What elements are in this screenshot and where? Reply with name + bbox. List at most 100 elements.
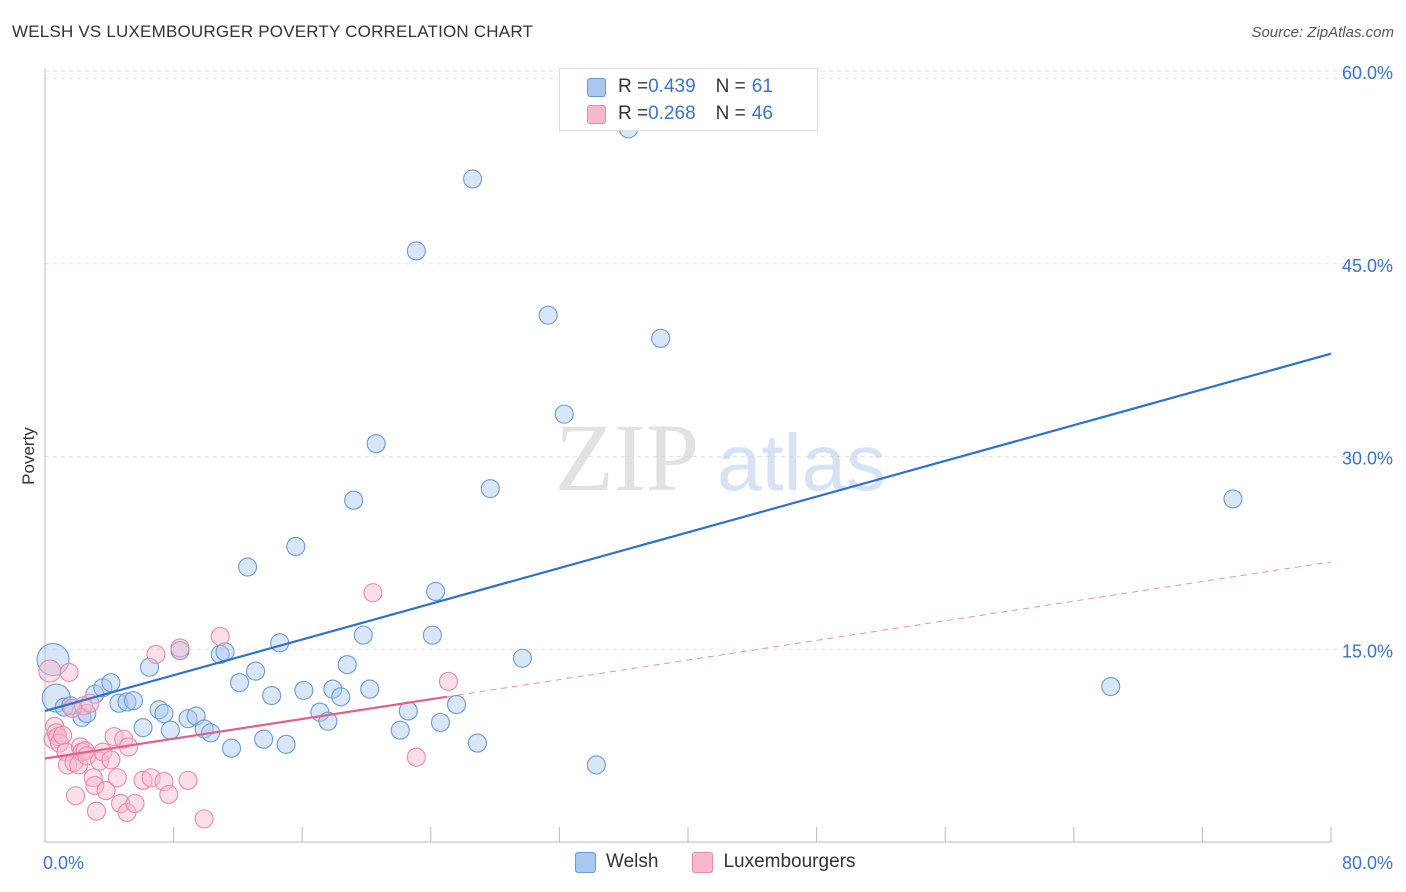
welsh-point — [366, 434, 386, 454]
welsh-point — [77, 703, 97, 724]
welsh-point — [467, 733, 487, 753]
luxembourger-point — [210, 626, 230, 646]
welsh-point — [237, 557, 258, 577]
welsh-point — [422, 625, 442, 645]
legend-item-luxembourgers[interactable]: Luxembourgers — [692, 851, 855, 873]
y-tick-label: 30.0% — [1342, 449, 1393, 469]
luxembourger-point — [363, 583, 383, 603]
y-tick-label: 60.0% — [1342, 63, 1393, 83]
luxembourger-point — [83, 768, 103, 788]
welsh-point — [446, 694, 467, 715]
welsh-point — [586, 755, 606, 775]
welsh-point — [262, 685, 282, 706]
welsh-point — [353, 625, 373, 645]
stats-legend-row-welsh: R = 0.439 N = 61 — [587, 75, 773, 99]
luxembourger-point — [101, 750, 121, 770]
legend-label-welsh: Welsh — [606, 851, 659, 872]
luxembourger-point — [141, 768, 161, 788]
welsh-point — [463, 169, 483, 189]
welsh-point — [1223, 489, 1243, 509]
series-legend: Welsh Luxembourgers — [575, 851, 889, 873]
r-value: 0.439 — [648, 76, 696, 97]
luxembourgers-trend-line — [44, 695, 448, 760]
welsh-point — [331, 687, 351, 707]
welsh-point — [254, 729, 274, 749]
luxembourger-point — [96, 781, 116, 801]
welsh-point — [406, 241, 426, 261]
stats-legend: R = 0.439 N = 61 R = 0.268 N = 46 — [559, 68, 818, 131]
welsh-point — [229, 673, 250, 693]
n-label: N = — [715, 103, 746, 124]
luxembourgers-trend-extension — [446, 561, 1332, 698]
welsh-point — [109, 693, 129, 713]
welsh-point — [133, 718, 153, 738]
luxembourger-point — [154, 772, 174, 792]
luxembourger-point — [125, 793, 145, 814]
welsh-point — [154, 703, 174, 724]
axes — [44, 68, 1332, 843]
legend-swatch-welsh — [587, 77, 606, 97]
welsh-point — [344, 490, 364, 510]
welsh-point — [1101, 676, 1121, 697]
welsh-point — [117, 692, 137, 712]
legend-item-welsh[interactable]: Welsh — [575, 851, 658, 873]
watermark-atlas: atlas — [717, 418, 886, 507]
welsh-point — [270, 633, 290, 653]
welsh-point — [426, 581, 446, 601]
luxembourger-point — [107, 768, 127, 788]
y-tick-label: 15.0% — [1342, 641, 1393, 661]
welsh-point — [123, 691, 143, 711]
chart-title: WELSH VS LUXEMBOURGER POVERTY CORRELATIO… — [12, 22, 534, 41]
luxembourger-point — [194, 809, 214, 829]
welsh-point — [480, 479, 500, 499]
welsh-point — [538, 305, 558, 325]
luxembourger-point — [86, 801, 106, 821]
welsh-point — [337, 655, 357, 675]
legend-swatch-welsh — [575, 851, 596, 873]
luxembourger-point — [59, 662, 79, 682]
welsh-point — [294, 680, 314, 700]
luxembourger-point — [146, 644, 166, 664]
welsh-point — [360, 679, 380, 699]
watermark: ZIP atlas — [555, 404, 886, 511]
luxembourger-point — [170, 638, 190, 658]
n-value: 46 — [751, 103, 773, 124]
n-label: N = — [715, 76, 746, 97]
legend-label-luxembourgers: Luxembourgers — [723, 851, 856, 872]
n-value: 61 — [751, 76, 773, 97]
welsh-point — [512, 648, 532, 668]
x-tick-label: 0.0% — [43, 853, 84, 873]
r-value: 0.268 — [648, 103, 696, 124]
welsh-point — [554, 404, 574, 424]
welsh-point — [323, 679, 343, 699]
luxembourger-point — [85, 775, 105, 796]
legend-swatch-luxembourgers — [587, 104, 606, 124]
luxembourger-point — [53, 725, 73, 745]
luxembourger-point — [159, 784, 179, 805]
welsh-trend-line — [44, 352, 1332, 712]
y-tick-label: 45.0% — [1342, 256, 1393, 276]
x-tick-label: 80.0% — [1342, 853, 1393, 873]
y-axis-label: Poverty — [19, 427, 38, 485]
welsh-point — [276, 734, 296, 754]
welsh-point — [651, 328, 671, 348]
r-label: R = — [618, 76, 649, 97]
r-label: R = — [618, 103, 649, 124]
stats-legend-row-luxembourgers: R = 0.268 N = 46 — [587, 102, 773, 126]
welsh-point — [160, 720, 180, 740]
welsh-point — [390, 720, 410, 740]
luxembourger-point — [178, 770, 198, 790]
welsh-point — [101, 673, 121, 693]
legend-swatch-luxembourgers — [692, 851, 714, 873]
welsh-point — [221, 738, 242, 758]
luxembourger-point — [133, 770, 153, 790]
luxembourger-point — [65, 786, 86, 806]
welsh-point — [430, 712, 450, 733]
watermark-zip: ZIP — [555, 404, 699, 511]
source-label: Source: ZipAtlas.com — [1251, 24, 1394, 41]
luxembourger-point — [438, 671, 459, 691]
welsh-point — [246, 661, 266, 681]
welsh-point — [286, 536, 306, 557]
trend-lines — [44, 352, 1332, 760]
